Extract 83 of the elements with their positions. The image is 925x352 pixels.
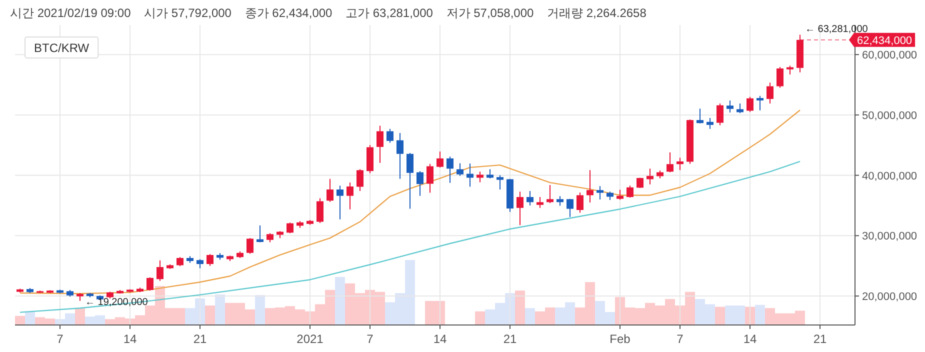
candlestick (626, 185, 634, 198)
x-tick-label: 14 (433, 332, 447, 346)
x-tick-label: 21 (813, 332, 827, 346)
candlestick (386, 128, 394, 144)
candlestick (696, 108, 704, 124)
candlestick (636, 177, 644, 188)
candlestick (206, 254, 214, 266)
bar (515, 290, 525, 325)
candlestick (756, 95, 764, 111)
bar (205, 305, 215, 325)
x-tick-label: 21 (503, 332, 517, 346)
bar (335, 276, 345, 325)
chart-title: 시간 2021/02/19 09:00 시가 57,792,000 종가 62,434,000 고가 63,281,000 저가 57,058,000 거래량 2,264.2658 (10, 6, 647, 20)
bar (75, 308, 85, 325)
bar (255, 295, 265, 325)
y-tick-label: 40,000,000 (862, 170, 918, 182)
candlestick (536, 196, 544, 208)
candlestick (556, 196, 564, 206)
candlestick (146, 276, 154, 292)
candlestick (436, 150, 444, 168)
candlestick (736, 102, 744, 114)
candlestick (336, 185, 344, 220)
candlestick (596, 186, 604, 200)
candlestick (416, 170, 424, 196)
bar (525, 308, 535, 325)
y-tick-label: 20,000,000 (862, 291, 918, 304)
x-tick-label: 7 (676, 332, 684, 346)
candlestick (746, 96, 754, 112)
candlestick (156, 260, 164, 282)
ref-line-label: 62,434,000 (857, 34, 912, 47)
candlestick (476, 171, 484, 183)
x-tick-label: 2021 (296, 332, 324, 346)
candlestick (356, 168, 364, 192)
candlestick (316, 198, 324, 224)
x-tick-label: 14 (743, 332, 757, 346)
candlestick (516, 191, 524, 226)
candlestick (486, 168, 494, 179)
candlestick (526, 190, 534, 206)
subtitle: BTC/KRW (24, 36, 99, 58)
bar (25, 311, 35, 325)
candlestick (426, 163, 434, 194)
candlestick (326, 178, 334, 202)
candlestick (726, 100, 734, 114)
x-tick-label: 7 (366, 332, 374, 346)
candlestick (446, 156, 454, 184)
x-tick-label: 14 (123, 332, 137, 346)
x-tick-label: 7 (56, 332, 64, 346)
candlestick (776, 66, 784, 88)
bar (475, 311, 485, 325)
candlestick (566, 198, 574, 218)
candlestick (666, 152, 674, 173)
candlestick (256, 224, 264, 243)
bar (215, 294, 225, 325)
y-tick-label: 30,000,000 (862, 230, 918, 243)
candlestick (376, 125, 384, 164)
bar (715, 306, 725, 325)
y-tick-label: 60,000,000 (862, 50, 918, 62)
candlestick (496, 174, 504, 190)
candlestick (286, 222, 294, 234)
ref-label: 62,434,000 (849, 32, 916, 47)
candlestick (266, 232, 274, 243)
candlestick (246, 238, 254, 254)
candlestick (546, 184, 554, 204)
x-tick-label: Feb (610, 332, 631, 346)
candlestick (366, 144, 374, 174)
candlestick (676, 157, 684, 171)
y-tick-label: 50,000,000 (862, 110, 918, 122)
candlestick (716, 102, 724, 126)
candlestick (196, 258, 204, 269)
candlestick (646, 168, 654, 185)
candlestick (176, 256, 184, 267)
candlestick (706, 117, 714, 130)
candlestick (586, 170, 594, 203)
candlestick (346, 182, 354, 210)
candlestick (576, 192, 584, 214)
candlestick (456, 162, 464, 176)
x-tick-label: 21 (193, 332, 207, 346)
candlestick (396, 132, 404, 180)
candlestick (766, 82, 774, 104)
bar (15, 316, 25, 325)
candlestick (616, 189, 624, 200)
candlestick (406, 152, 414, 210)
bar (755, 304, 765, 325)
